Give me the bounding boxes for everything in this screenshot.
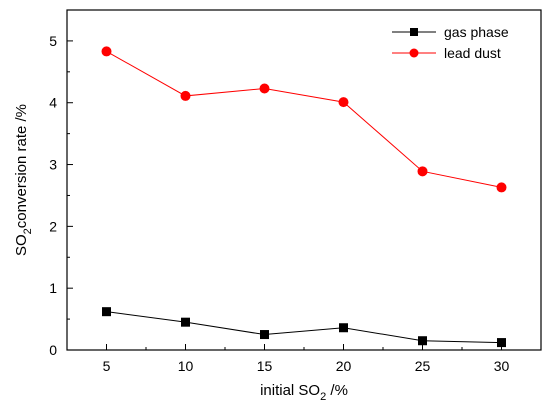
y-tick-label: 1 xyxy=(49,280,57,296)
series-layer xyxy=(101,46,507,348)
legend-lead-dust-label: lead dust xyxy=(444,45,501,61)
data-point-gas-phase xyxy=(418,336,427,346)
x-tick-label: 25 xyxy=(415,358,431,374)
data-point-lead-dust xyxy=(259,83,270,94)
x-tick-label: 20 xyxy=(336,358,352,374)
legend-gas-phase-marker xyxy=(410,28,418,36)
data-point-lead-dust xyxy=(180,90,191,101)
legend: gas phase lead dust xyxy=(392,24,509,61)
x-tick-label: 30 xyxy=(494,358,510,374)
data-point-gas-phase xyxy=(339,323,348,333)
y-tick-label: 3 xyxy=(49,157,57,173)
y-tick-label: 4 xyxy=(49,95,57,111)
series-lead-dust xyxy=(101,46,507,193)
data-point-gas-phase xyxy=(102,307,111,317)
y-tick-label: 5 xyxy=(49,33,57,49)
legend-gas-phase-label: gas phase xyxy=(444,24,509,40)
data-point-lead-dust xyxy=(496,182,507,193)
data-point-gas-phase xyxy=(181,317,190,327)
data-point-gas-phase xyxy=(497,338,506,348)
y-tick-label: 0 xyxy=(49,342,57,358)
axis-ticks: 5 10 15 20 25 30 0 1 2 3 4 5 xyxy=(49,33,509,374)
data-point-lead-dust xyxy=(417,166,428,177)
legend-lead-dust-marker xyxy=(409,48,419,58)
data-point-gas-phase xyxy=(260,330,269,340)
x-tick-label: 10 xyxy=(178,358,194,374)
series-gas-phase xyxy=(102,307,506,348)
plot-area xyxy=(66,9,542,351)
data-point-lead-dust xyxy=(338,97,349,108)
series-line-gas-phase xyxy=(106,311,502,344)
series-line-lead-dust xyxy=(106,50,502,188)
y-tick-label: 2 xyxy=(49,218,57,234)
x-tick-label: 5 xyxy=(103,358,111,374)
data-point-lead-dust xyxy=(101,46,112,57)
x-axis-title: initial SO2 /% xyxy=(260,382,348,403)
y-axis-title: SO2conversion rate /% xyxy=(13,104,34,256)
x-tick-label: 15 xyxy=(257,358,273,374)
